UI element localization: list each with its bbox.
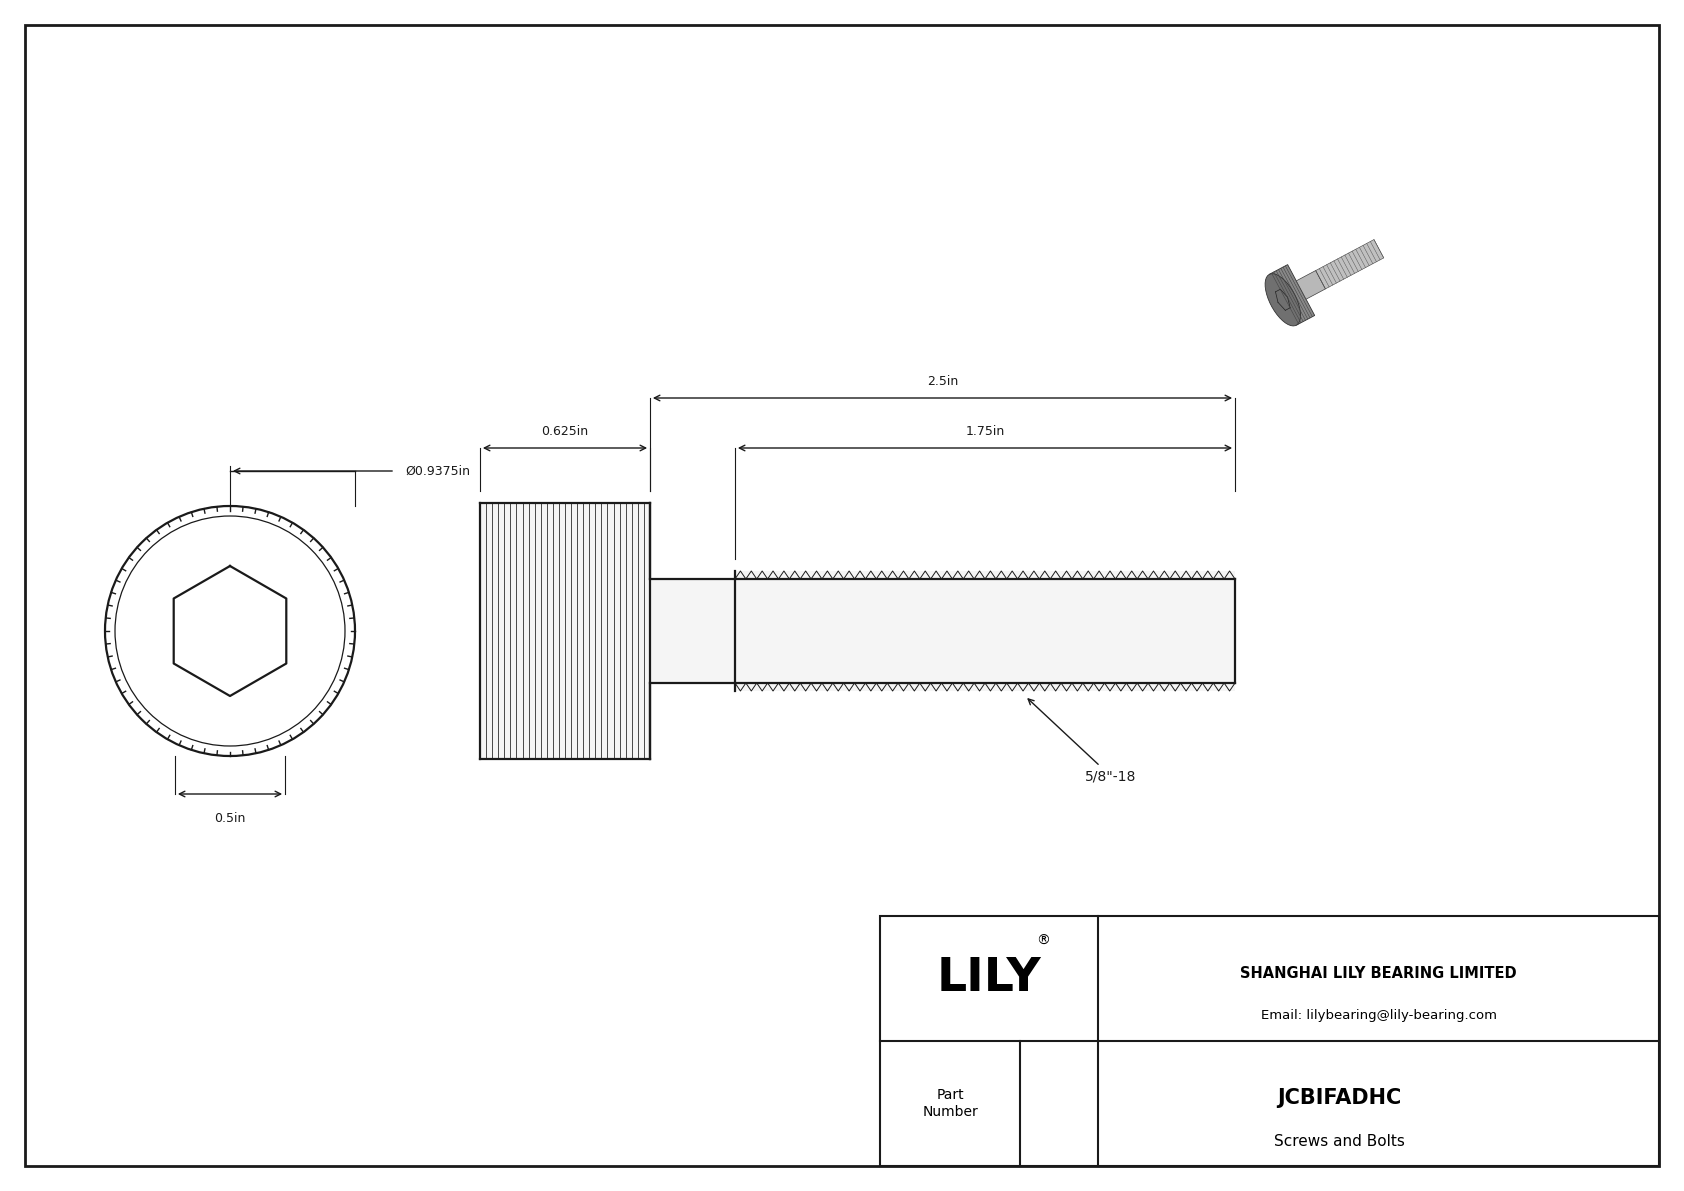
Bar — [881, 916, 1659, 1166]
Bar — [480, 503, 650, 759]
Text: 2.5in: 2.5in — [926, 375, 958, 388]
Text: Screws and Bolts: Screws and Bolts — [1275, 1134, 1404, 1148]
Text: Ø0.9375in: Ø0.9375in — [404, 464, 470, 478]
Polygon shape — [1297, 270, 1325, 299]
Bar — [734, 570, 1234, 691]
Text: 5/8"-18: 5/8"-18 — [1029, 699, 1137, 782]
Text: ®: ® — [1036, 934, 1051, 948]
Text: Email: lilybearing@lily-bearing.com: Email: lilybearing@lily-bearing.com — [1261, 1010, 1497, 1023]
Bar — [650, 579, 734, 682]
Polygon shape — [1265, 274, 1300, 326]
Polygon shape — [1270, 264, 1315, 325]
Polygon shape — [1315, 239, 1384, 289]
Text: 0.5in: 0.5in — [214, 812, 246, 825]
Text: 0.625in: 0.625in — [542, 425, 589, 438]
Text: 1.75in: 1.75in — [965, 425, 1005, 438]
Text: Part
Number: Part Number — [923, 1089, 978, 1118]
Text: SHANGHAI LILY BEARING LIMITED: SHANGHAI LILY BEARING LIMITED — [1239, 966, 1517, 981]
Text: LILY: LILY — [936, 956, 1041, 1000]
Text: JCBIFADHC: JCBIFADHC — [1278, 1089, 1401, 1109]
